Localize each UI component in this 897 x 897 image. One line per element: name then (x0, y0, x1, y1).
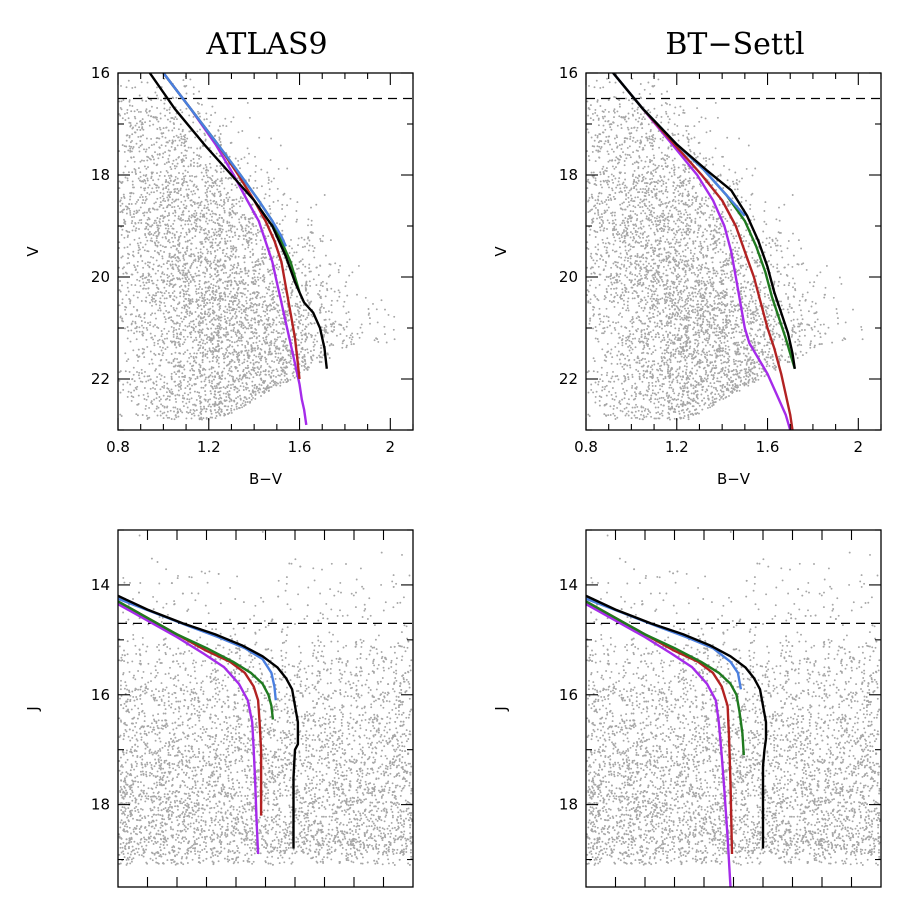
y-tick-label: 22 (559, 370, 578, 388)
y-tick-label: 18 (91, 166, 110, 184)
field-star-points (118, 75, 396, 421)
x-tick-label: 1.2 (197, 438, 221, 456)
x-tick-label: 2 (386, 438, 396, 456)
cmd-panel-top-right: 16 18 20 22 0.8 1.2 1.6 2 B−V V (492, 64, 882, 488)
field-star-points (118, 530, 413, 866)
plot-frame (117, 72, 414, 431)
x-axis-label: B−V (249, 470, 283, 488)
isochrone-line-black (586, 594, 768, 849)
plot-frame (585, 72, 882, 431)
panel-title-atlas9: ATLAS9 (205, 27, 327, 62)
isochrone-line-blue (162, 73, 287, 247)
isochrone-line-green (586, 600, 745, 756)
cmd-panel-bottom-left: 14 16 18 J (24, 529, 414, 888)
y-tick-label: 20 (91, 268, 110, 286)
y-tick-label: 18 (559, 166, 578, 184)
y-tick-label: 14 (91, 576, 110, 594)
y-axis-label: J (492, 706, 510, 711)
y-tick-label: 18 (91, 796, 110, 814)
plot-frame (117, 529, 414, 888)
isochrone-line-purple (586, 603, 732, 887)
x-tick-label: 1.2 (665, 438, 689, 456)
y-tick-label: 20 (559, 268, 578, 286)
field-star-points (586, 73, 864, 421)
panel-title-btsettl: BT−Settl (665, 27, 804, 62)
y-axis-label: J (24, 706, 42, 711)
x-tick-label: 0.8 (574, 438, 598, 456)
isochrone-line-black (612, 73, 796, 369)
y-axis-label: V (24, 246, 42, 257)
isochrone-line-green (118, 600, 275, 720)
isochrone-line-purple (118, 603, 260, 855)
y-tick-label: 14 (559, 576, 578, 594)
y-tick-label: 16 (91, 686, 110, 704)
x-tick-label: 1.6 (756, 438, 780, 456)
y-tick-label: 16 (559, 64, 578, 82)
y-axis-label: V (492, 246, 510, 257)
y-tick-label: 18 (559, 796, 578, 814)
x-tick-label: 0.8 (106, 438, 130, 456)
plot-frame (585, 529, 882, 888)
isochrone-line-purple (612, 73, 792, 430)
y-tick-label: 22 (91, 370, 110, 388)
y-tick-label: 16 (91, 64, 110, 82)
isochrone-line-red (612, 73, 794, 430)
x-axis-label: B−V (717, 470, 751, 488)
cmd-panel-bottom-right: 14 16 18 J (492, 529, 882, 888)
cmd-panel-top-left: 16 18 20 22 0.8 1.2 1.6 2 B−V V (24, 64, 414, 488)
isochrone-line-black (148, 73, 328, 369)
isochrone-line-purple (162, 73, 308, 426)
x-tick-label: 1.6 (288, 438, 312, 456)
isochrone-line-black (118, 594, 300, 849)
y-tick-label: 16 (559, 686, 578, 704)
field-star-points (586, 530, 881, 866)
x-tick-label: 2 (854, 438, 864, 456)
